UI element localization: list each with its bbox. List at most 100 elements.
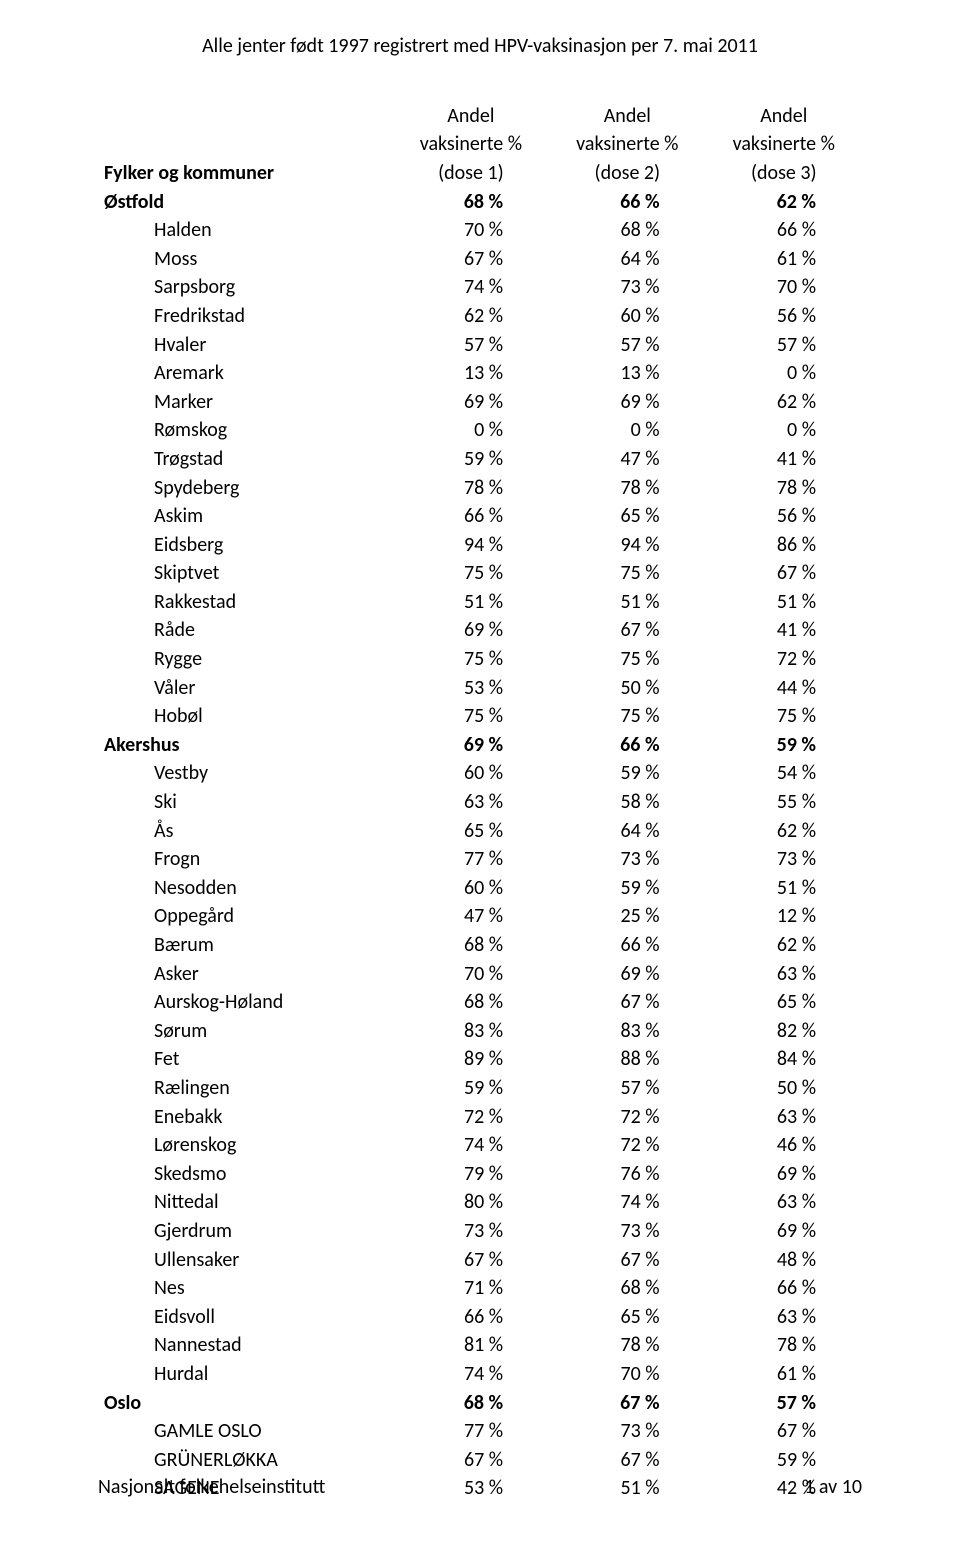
municipality-name: Nittedal [98, 1189, 393, 1218]
table-row: Ullensaker67 %67 %48 % [98, 1246, 862, 1275]
municipality-name: Hobøl [98, 702, 393, 731]
dose1-value: 51 % [393, 588, 549, 617]
dose2-value: 75 % [549, 702, 705, 731]
dose1-value: 89 % [393, 1046, 549, 1075]
dose3-value: 63 % [706, 1103, 862, 1132]
dose3-value: 86 % [706, 531, 862, 560]
dose3-value: 78 % [706, 474, 862, 503]
dose1-value: 74 % [393, 1131, 549, 1160]
dose3-value: 69 % [706, 1217, 862, 1246]
municipality-name: Hurdal [98, 1360, 393, 1389]
dose2-value: 59 % [549, 760, 705, 789]
table-row: Vestby60 %59 %54 % [98, 760, 862, 789]
table-row: Skedsmo79 %76 %69 % [98, 1160, 862, 1189]
dose1-value: 68 % [393, 1389, 549, 1418]
dose2-value: 59 % [549, 874, 705, 903]
dose2-value: 66 % [549, 731, 705, 760]
dose3-value: 54 % [706, 760, 862, 789]
municipality-name: Halden [98, 216, 393, 245]
dose1-value: 69 % [393, 388, 549, 417]
table-row: Aurskog-Høland68 %67 %65 % [98, 988, 862, 1017]
table-row: Hobøl75 %75 %75 % [98, 702, 862, 731]
dose2-value: 73 % [549, 1417, 705, 1446]
dose1-value: 75 % [393, 702, 549, 731]
table-row: Enebakk72 %72 %63 % [98, 1103, 862, 1132]
dose1-value: 70 % [393, 960, 549, 989]
dose2-value: 73 % [549, 845, 705, 874]
dose2-value: 58 % [549, 788, 705, 817]
dose1-value: 74 % [393, 1360, 549, 1389]
county-name: Oslo [98, 1389, 393, 1418]
dose2-value: 76 % [549, 1160, 705, 1189]
dose2-value: 75 % [549, 645, 705, 674]
col-header-dose2-line3: (dose 2) [549, 159, 705, 188]
table-header: Fylker og kommuner Andel Andel Andel vak… [98, 102, 862, 188]
municipality-name: Skiptvet [98, 560, 393, 589]
municipality-name: Skedsmo [98, 1160, 393, 1189]
table-row: Råde69 %67 %41 % [98, 617, 862, 646]
dose1-value: 53 % [393, 674, 549, 703]
col-header-dose1-line3: (dose 1) [393, 159, 549, 188]
dose1-value: 59 % [393, 445, 549, 474]
dose2-value: 68 % [549, 1274, 705, 1303]
table-row: GRÜNERLØKKA67 %67 %59 % [98, 1446, 862, 1475]
municipality-name: Aremark [98, 359, 393, 388]
dose1-value: 67 % [393, 1446, 549, 1475]
dose1-value: 68 % [393, 188, 549, 217]
dose1-value: 68 % [393, 988, 549, 1017]
dose2-value: 65 % [549, 1303, 705, 1332]
municipality-name: GRÜNERLØKKA [98, 1446, 393, 1475]
dose3-value: 59 % [706, 731, 862, 760]
col-header-dose2-line2: vaksinerte % [549, 131, 705, 160]
table-row: Nannestad81 %78 %78 % [98, 1332, 862, 1361]
dose2-value: 64 % [549, 817, 705, 846]
dose2-value: 70 % [549, 1360, 705, 1389]
dose2-value: 72 % [549, 1131, 705, 1160]
col-header-dose3-line2: vaksinerte % [706, 131, 862, 160]
document-page: Alle jenter født 1997 registrert med HPV… [0, 0, 960, 1549]
dose1-value: 59 % [393, 1074, 549, 1103]
dose1-value: 66 % [393, 502, 549, 531]
dose2-value: 60 % [549, 302, 705, 331]
table-row: Rygge75 %75 %72 % [98, 645, 862, 674]
dose2-value: 64 % [549, 245, 705, 274]
col-header-dose1-line1: Andel [393, 102, 549, 131]
table-row: Asker70 %69 %63 % [98, 960, 862, 989]
dose3-value: 59 % [706, 1446, 862, 1475]
table-row: Eidsberg94 %94 %86 % [98, 531, 862, 560]
table-row: Akershus69 %66 %59 % [98, 731, 862, 760]
dose1-value: 78 % [393, 474, 549, 503]
dose1-value: 66 % [393, 1303, 549, 1332]
col-header-region: Fylker og kommuner [98, 102, 393, 188]
dose2-value: 83 % [549, 1017, 705, 1046]
dose2-value: 68 % [549, 216, 705, 245]
dose3-value: 66 % [706, 1274, 862, 1303]
table-row: Sørum83 %83 %82 % [98, 1017, 862, 1046]
dose3-value: 63 % [706, 1189, 862, 1218]
table-row: Oslo68 %67 %57 % [98, 1389, 862, 1418]
dose2-value: 78 % [549, 1332, 705, 1361]
dose1-value: 72 % [393, 1103, 549, 1132]
dose1-value: 60 % [393, 874, 549, 903]
table-row: Askim66 %65 %56 % [98, 502, 862, 531]
dose3-value: 75 % [706, 702, 862, 731]
municipality-name: Eidsvoll [98, 1303, 393, 1332]
dose1-value: 94 % [393, 531, 549, 560]
table-row: Østfold68 %66 %62 % [98, 188, 862, 217]
footer-right: 1 av 10 [804, 1475, 862, 1499]
dose1-value: 74 % [393, 274, 549, 303]
vaccination-table: Fylker og kommuner Andel Andel Andel vak… [98, 102, 862, 1503]
table-row: Frogn77 %73 %73 % [98, 845, 862, 874]
municipality-name: Frogn [98, 845, 393, 874]
dose3-value: 62 % [706, 931, 862, 960]
dose3-value: 73 % [706, 845, 862, 874]
dose2-value: 66 % [549, 931, 705, 960]
table-row: Moss67 %64 %61 % [98, 245, 862, 274]
dose2-value: 75 % [549, 560, 705, 589]
dose1-value: 67 % [393, 245, 549, 274]
table-row: Halden70 %68 %66 % [98, 216, 862, 245]
dose3-value: 46 % [706, 1131, 862, 1160]
table-body: Østfold68 %66 %62 %Halden70 %68 %66 %Mos… [98, 188, 862, 1503]
table-row: Hurdal74 %70 %61 % [98, 1360, 862, 1389]
dose3-value: 82 % [706, 1017, 862, 1046]
